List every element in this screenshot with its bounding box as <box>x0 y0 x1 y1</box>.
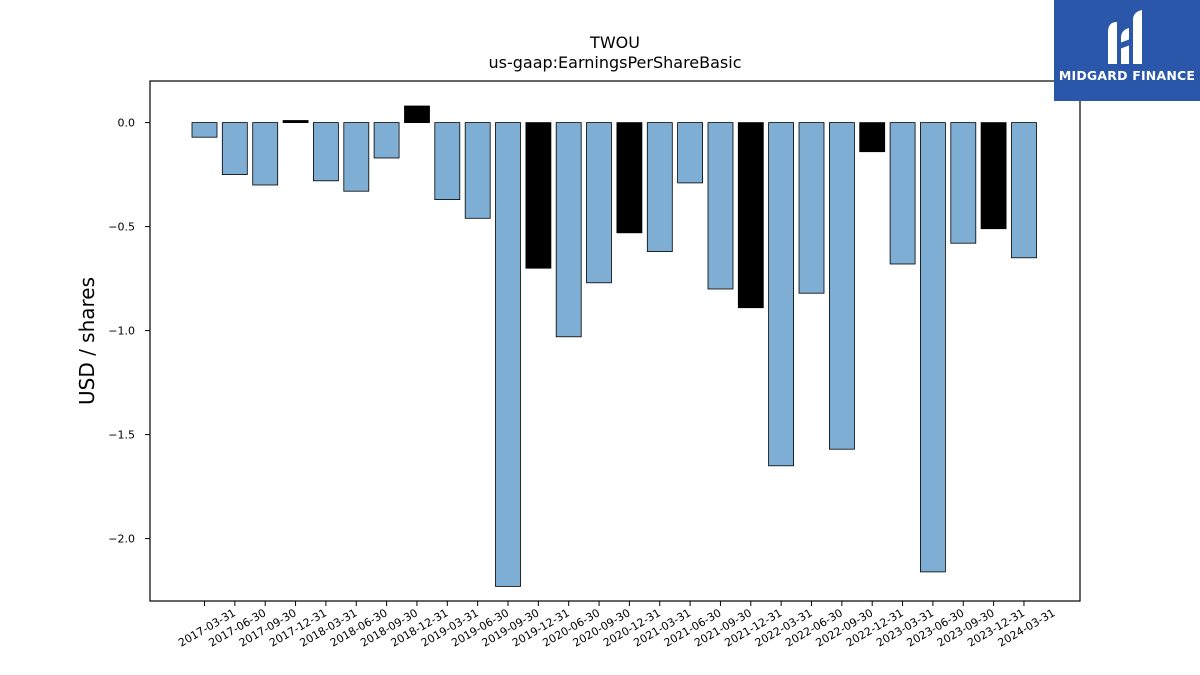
bar-2022-06-30 <box>798 122 825 294</box>
bar-2019-09-30 <box>495 122 521 587</box>
bar-2019-12-31 <box>525 122 552 269</box>
bar-2017-06-30 <box>221 122 248 175</box>
bar-2022-12-31 <box>859 122 886 153</box>
y-tick-label: −0.5 <box>108 221 135 234</box>
midgard-finance-logo: MIDGARD FINANCE <box>1054 0 1200 101</box>
bar-2022-03-31 <box>768 122 794 467</box>
plot-frame <box>149 80 1081 602</box>
y-axis-ticks: 0.0 −0.5 −1.0 −1.5 −2.0 <box>108 117 150 546</box>
bar-2020-12-31 <box>616 122 643 234</box>
bar-2018-06-30 <box>343 122 370 192</box>
bar-2020-09-30 <box>586 122 612 284</box>
y-tick-label: −1.0 <box>108 325 135 338</box>
bar-2021-03-31 <box>646 122 673 252</box>
bar-2021-12-31 <box>737 122 764 309</box>
bar-2023-06-30 <box>920 122 946 573</box>
bar-2024-03-31 <box>1011 122 1037 259</box>
bar-2020-06-30 <box>555 122 582 338</box>
bar-2017-12-31 <box>282 120 309 123</box>
bar-2022-09-30 <box>829 122 855 450</box>
bar-2023-09-30 <box>950 122 977 244</box>
bar-2021-09-30 <box>707 122 734 290</box>
bar-2021-06-30 <box>677 122 703 184</box>
bar-2017-03-31 <box>191 122 218 138</box>
bar-2019-06-30 <box>464 122 491 219</box>
y-tick-label: −2.0 <box>108 533 135 546</box>
logo-text: MIDGARD FINANCE <box>1058 68 1196 83</box>
chart-subtitle: us-gaap:EarningsPerShareBasic <box>488 53 741 72</box>
bar-2018-03-31 <box>312 122 339 182</box>
y-axis-label: USD / shares <box>75 277 99 405</box>
bars-group <box>191 105 1037 587</box>
midgard-logo-icon <box>1108 10 1142 64</box>
bar-2018-12-31 <box>404 105 430 124</box>
bar-2018-09-30 <box>373 122 400 159</box>
y-tick-label: 0.0 <box>118 117 136 130</box>
bar-2017-09-30 <box>252 122 279 186</box>
bar-2023-12-31 <box>980 122 1007 230</box>
bar-2019-03-31 <box>434 122 461 200</box>
x-axis-ticks: 2017-03-312017-06-302017-09-302017-12-31… <box>176 601 1057 650</box>
bar-2023-03-31 <box>889 122 916 265</box>
y-tick-label: −1.5 <box>108 429 135 442</box>
chart-title: TWOU <box>589 33 640 52</box>
